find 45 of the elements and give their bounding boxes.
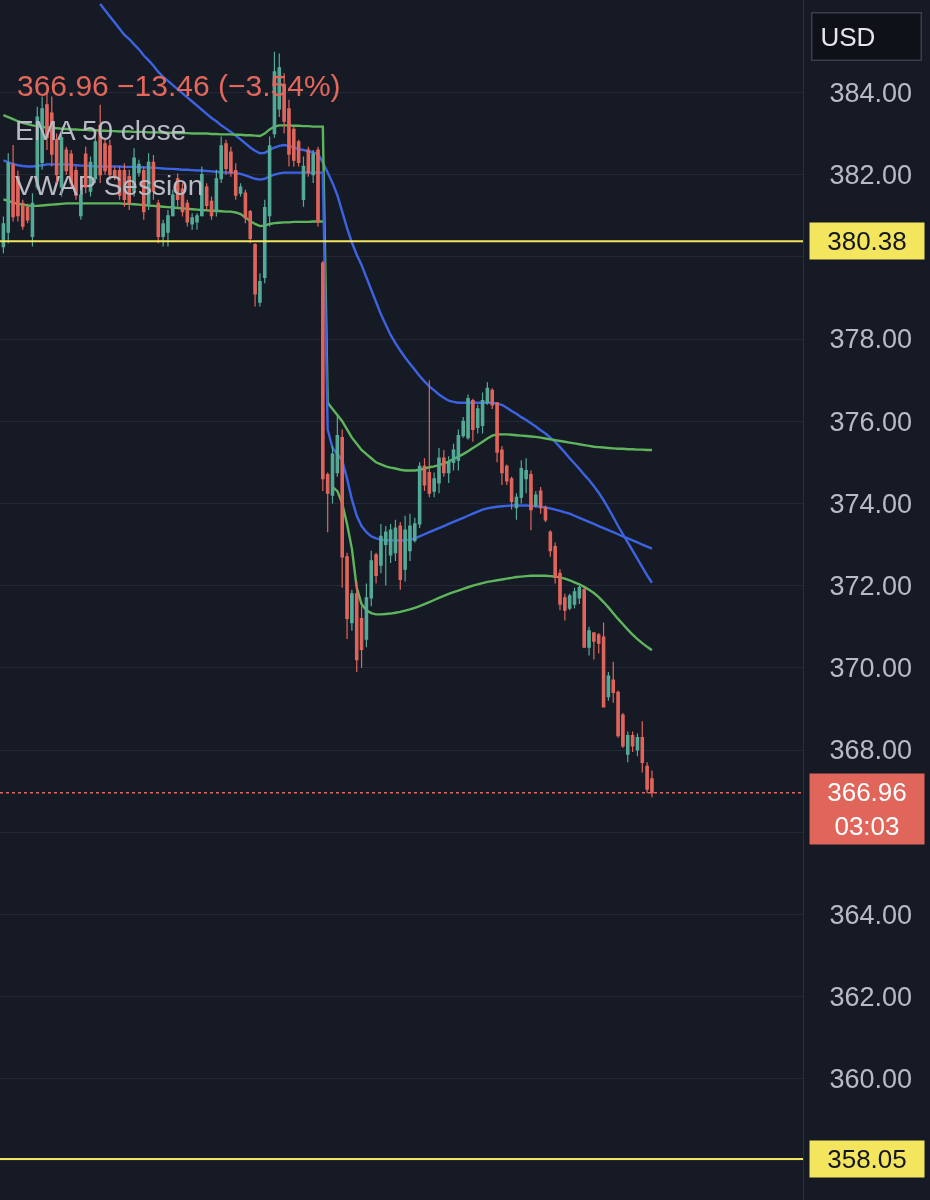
candlestick — [640, 720, 645, 774]
candlestick — [471, 398, 475, 443]
candlestick — [398, 521, 403, 591]
candlestick — [354, 580, 359, 673]
candlestick — [529, 469, 533, 531]
candlestick — [311, 149, 315, 184]
y-tick-label: 374.00 — [829, 488, 912, 519]
candlestick — [383, 525, 388, 587]
candlestick — [442, 449, 446, 478]
candlestick — [258, 272, 262, 308]
candlestick — [253, 242, 257, 308]
y-tick-label: 376.00 — [829, 406, 912, 437]
candlestick — [572, 587, 577, 609]
candlestick — [630, 730, 635, 753]
candlestick — [635, 732, 640, 757]
candlestick — [374, 552, 378, 585]
candlestick — [625, 730, 630, 763]
y-axis-title: USD — [820, 21, 876, 52]
candlestick — [587, 626, 591, 657]
y-tick-label: 382.00 — [829, 160, 912, 191]
y-tick-label: 362.00 — [829, 982, 912, 1013]
candlestick — [427, 379, 432, 498]
candlestick — [306, 146, 311, 178]
candlestick — [480, 391, 485, 435]
y-tick-label: 370.00 — [829, 653, 912, 684]
y-tick-label: 364.00 — [829, 899, 912, 930]
candlestick — [335, 414, 340, 478]
candlestick — [156, 199, 161, 244]
candlestick — [316, 146, 320, 228]
candlestick — [577, 585, 582, 605]
candlestick — [582, 587, 586, 648]
candlestick — [238, 182, 243, 198]
candlestick — [534, 490, 538, 509]
ref-line-label: 380.38 — [827, 226, 907, 256]
line-series — [2, 113, 654, 472]
y-tick-label: 378.00 — [829, 324, 912, 355]
candlestick — [393, 519, 398, 562]
candlestick — [538, 486, 543, 515]
y-tick-label: 372.00 — [829, 571, 912, 602]
y-tick-label: 360.00 — [829, 1064, 912, 1095]
ref-line-label: 358.05 — [827, 1144, 907, 1174]
y-tick-label: 384.00 — [829, 77, 912, 108]
ref-line-label: 366.96 03:03 — [827, 777, 907, 841]
candlestick — [350, 589, 354, 632]
y-tick-label: 368.00 — [829, 735, 912, 766]
